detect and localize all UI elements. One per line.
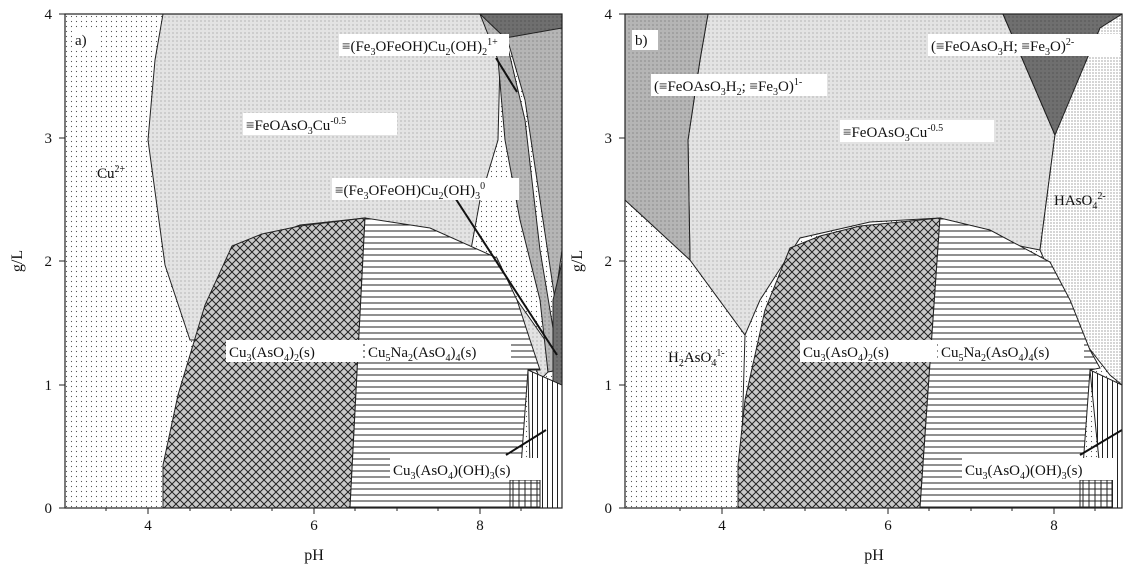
y-tick-label: 2	[45, 254, 53, 270]
region-cu5na2-b	[919, 217, 1101, 508]
y-tick-label: 4	[605, 7, 613, 23]
panel-tag: a)	[75, 33, 87, 49]
y-tick-label: 1	[45, 378, 53, 394]
label-feoaso3h2: (≡FeOAsO3H2; ≡Fe3O)1-	[654, 77, 802, 98]
y-axis-title: g/L	[569, 250, 586, 272]
pointer-line-a1	[449, 189, 558, 356]
y-tick-label: 1	[605, 378, 613, 394]
x-tick-label: 4	[718, 518, 726, 534]
pointer-line-a2	[495, 57, 518, 93]
region-cu5na2-a	[349, 217, 541, 508]
label-cu3aso4oh3: Cu3(AsO4)(OH)3(s)	[393, 463, 511, 482]
panel-b: 4 6 8 0 1 2 3 4 pH g/L b) (≡FeOAsO3H2; ≡…	[569, 7, 1123, 564]
region-grid-b	[1079, 479, 1113, 508]
y-tick-label: 2	[605, 254, 613, 270]
label-feoaso3cu: ≡FeOAsO3Cu-0.5	[246, 116, 346, 137]
x-tick-label: 6	[310, 518, 318, 534]
label-fe3ofeoh-0: ≡(Fe3OFeOH)Cu2(OH)30	[335, 181, 485, 202]
panel-b-regions	[625, 14, 1122, 508]
x-axis-title: pH	[864, 547, 884, 564]
panel-a-y-ticks	[59, 13, 65, 509]
label-feoaso3cu: ≡FeOAsO3Cu-0.5	[843, 123, 943, 144]
panel-a-x-ticks	[105, 508, 522, 514]
label-cu3aso4oh3: Cu3(AsO4)(OH)3(s)	[965, 463, 1083, 482]
panel-b-y-ticks	[619, 13, 625, 509]
y-tick-label: 3	[605, 131, 613, 147]
panel-a-regions	[65, 14, 562, 508]
x-tick-label: 6	[884, 518, 892, 534]
panel-a: 4 6 8 0 1 2 3 4 pH g/L a) Cu2+ ≡FeOAsO3C…	[9, 7, 563, 564]
panel-tag: b)	[635, 33, 648, 49]
label-feoaso3h: (≡FeOAsO3H; ≡Fe3O)2-	[931, 37, 1074, 58]
x-axis-title: pH	[304, 547, 324, 564]
region-dark-top-a	[479, 14, 562, 39]
region-dark-right-a	[552, 261, 562, 386]
label-h2aso4: H2AsO41-	[668, 348, 725, 369]
pointer-line-a3	[505, 429, 547, 456]
y-axis-title: g/L	[9, 250, 26, 272]
panel-b-x-ticks	[679, 508, 1096, 514]
label-fe3ofeoh-1plus: ≡(Fe3OFeOH)Cu2(OH)21+	[342, 37, 498, 58]
y-tick-label: 0	[605, 501, 613, 517]
label-cu3aso42: Cu3(AsO4)2(s)	[803, 345, 889, 364]
region-haso4-b	[1002, 14, 1122, 386]
region-grid-a	[509, 479, 541, 508]
x-tick-label: 8	[476, 518, 484, 534]
x-tick-label: 8	[1050, 518, 1058, 534]
y-tick-label: 3	[45, 131, 53, 147]
pointer-line-b1	[1079, 429, 1122, 456]
x-tick-label: 4	[144, 518, 152, 534]
y-tick-label: 0	[45, 501, 53, 517]
y-tick-label: 4	[45, 7, 53, 23]
